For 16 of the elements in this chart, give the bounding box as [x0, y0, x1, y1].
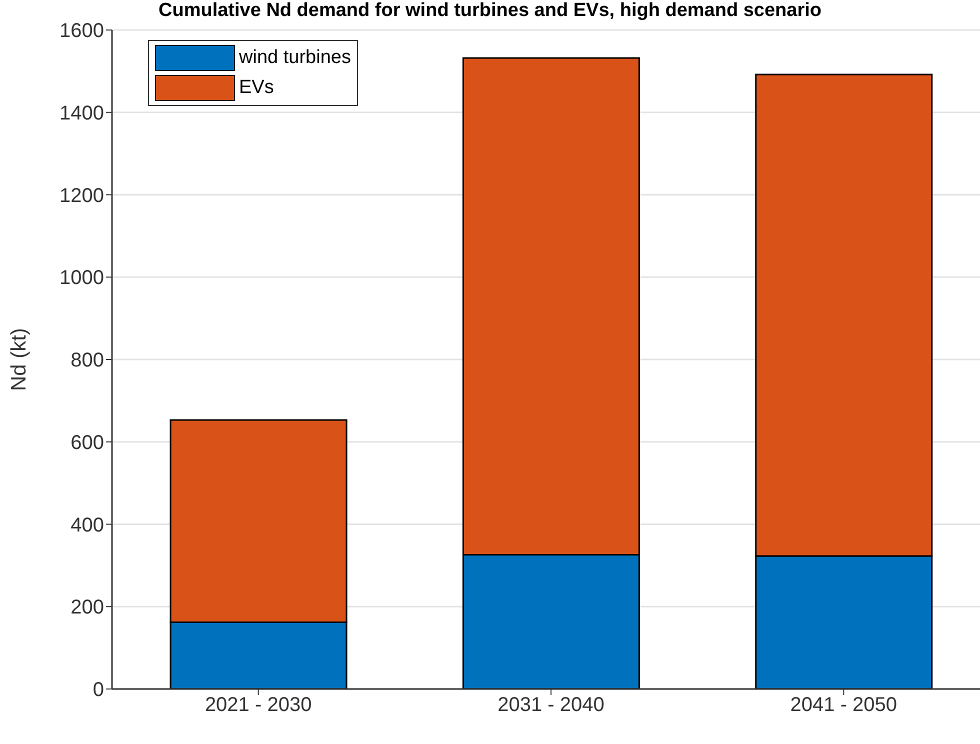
y-tick-label: 600	[70, 432, 104, 454]
legend-label: wind turbines	[238, 46, 351, 70]
y-tick-label: 1400	[60, 102, 104, 124]
y-tick-label: 200	[70, 596, 104, 619]
x-tick-label: 2031 - 2040	[498, 694, 604, 716]
x-tick-label: 2041 - 2050	[790, 694, 898, 716]
y-tick-label: 1600	[60, 20, 104, 42]
y-tick-label: 1200	[60, 184, 104, 207]
y-axis-title: Nd (kt)	[7, 328, 30, 391]
y-tick-label: 400	[70, 514, 104, 536]
y-tick-label: 800	[70, 350, 104, 372]
y-tick-label: 1000	[60, 267, 104, 290]
y-tick-label: 0	[92, 679, 104, 702]
x-tick-label: 2021 - 2030	[204, 694, 312, 716]
legend-label: EVs	[238, 76, 275, 100]
chart-title: Cumulative Nd demand for wind turbines and EVs, high demand scenario	[158, 0, 822, 22]
